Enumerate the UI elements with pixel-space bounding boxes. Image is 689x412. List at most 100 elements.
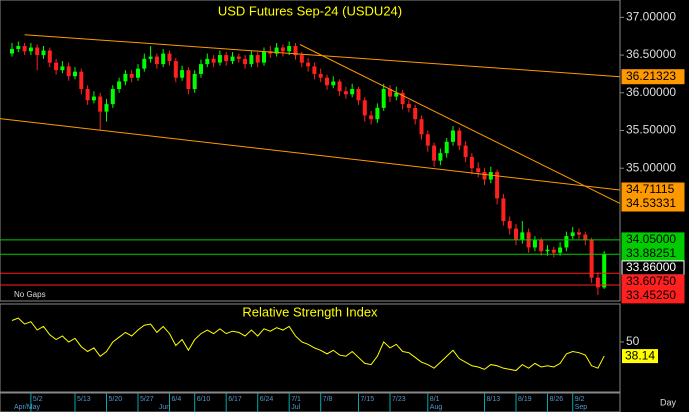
candle-body (85, 89, 90, 101)
candle-body (217, 55, 222, 63)
candle-body (136, 68, 140, 78)
last-value-box (622, 349, 658, 364)
y-tick-label: 35.00000 (626, 160, 676, 174)
candle-body (350, 89, 355, 95)
chart-title: USD Futures Sep-24 (USDU24) (218, 3, 402, 18)
trendline (0, 118, 621, 191)
candle-body (54, 62, 59, 71)
level-label: 34.05000 (626, 232, 676, 246)
candle-body (249, 55, 254, 65)
candle-body (451, 130, 455, 142)
x-tick-label: 8/19 (518, 396, 532, 403)
month-label: Jul (291, 404, 300, 411)
candle-body (154, 56, 159, 65)
candle-body (400, 92, 405, 105)
price-panel (0, 0, 621, 302)
x-tick-label: 6/24 (260, 396, 274, 403)
rsi-line (11, 317, 605, 372)
x-tick-label: 6/17 (228, 396, 242, 403)
candle-body (577, 232, 581, 235)
candle-body (123, 73, 128, 82)
x-tick-label: 5/13 (77, 396, 91, 403)
x-tick-label: 5/2 (33, 396, 43, 403)
candle-body (167, 53, 172, 62)
x-tick-label: 6/4 (172, 396, 182, 403)
y-tick-label: 50 (626, 334, 640, 348)
candle-body (306, 62, 311, 67)
candle-body (142, 58, 147, 69)
candle-body (545, 249, 550, 252)
candle-body (595, 277, 600, 288)
candle-body (318, 73, 323, 78)
trendline-label: 36.21323 (626, 69, 676, 83)
candle-body (501, 198, 506, 222)
x-axis-strip (0, 392, 621, 412)
x-tick-label: 6/10 (197, 396, 211, 403)
candle-body (444, 141, 449, 154)
candle-body (117, 81, 122, 90)
y-tick-label: 36.00000 (626, 85, 676, 99)
y-tick-label: 35.50000 (626, 123, 676, 137)
candle-body (28, 47, 33, 52)
candle-body (110, 89, 115, 105)
level-label: 33.60750 (626, 274, 676, 288)
candle-body (337, 81, 342, 92)
candle-body (394, 92, 399, 97)
candle-body (73, 71, 77, 77)
x-tick-label: 8/26 (550, 396, 564, 403)
candle-body (186, 70, 191, 90)
candle-body (274, 47, 279, 54)
y-tick-label: 37.00000 (626, 10, 676, 24)
trendline-label: 34.53331 (626, 196, 676, 210)
candle-body (583, 234, 588, 240)
candle-body (520, 232, 525, 240)
candle-body (375, 107, 380, 120)
candle-body (362, 100, 367, 116)
candle-body (482, 172, 487, 180)
candle-body (173, 61, 178, 78)
axis-label-box (621, 69, 685, 85)
candle-body (299, 55, 304, 63)
x-tick-label: 7/15 (361, 396, 375, 403)
candle-body (388, 89, 392, 97)
candle-body (564, 236, 569, 248)
level-label: 33.88251 (626, 246, 676, 260)
candle-body (230, 56, 235, 62)
annotation: No Gaps (14, 290, 46, 299)
x-tick-label: 7/23 (392, 396, 406, 403)
candle-body (381, 89, 386, 108)
candle-body (356, 89, 361, 101)
candle-body (463, 145, 468, 157)
candle-body (243, 58, 248, 65)
x-tick-label: 7/1 (291, 396, 301, 403)
level-label: 33.45250 (626, 288, 676, 302)
candle-body (488, 172, 493, 180)
candle-body (425, 134, 430, 146)
candle-body (457, 130, 462, 146)
candle-body (60, 66, 65, 71)
level-label: 33.86000 (626, 260, 676, 274)
rsi-panel (0, 303, 621, 393)
candle-body (507, 221, 512, 229)
candle-body (532, 239, 537, 248)
candle-body (343, 91, 348, 95)
candle-body (98, 96, 103, 112)
candle-body (22, 46, 27, 52)
candle-body (205, 58, 210, 65)
x-tick-label: 5/27 (140, 396, 154, 403)
x-tick-label: 9/2 (575, 396, 585, 403)
candle-body (514, 228, 518, 240)
candle-body (224, 55, 229, 62)
y-tick-label: 36.50000 (626, 47, 676, 61)
candle-body (161, 53, 166, 65)
candle-body (558, 247, 563, 253)
candle-body (255, 55, 260, 63)
candle-body (369, 115, 374, 120)
candle-body (180, 70, 185, 78)
x-tick-label: 7/8 (323, 396, 333, 403)
candle-body (432, 145, 437, 161)
candle-body (469, 156, 474, 169)
candle-body (325, 77, 329, 86)
candle-body (419, 119, 424, 135)
